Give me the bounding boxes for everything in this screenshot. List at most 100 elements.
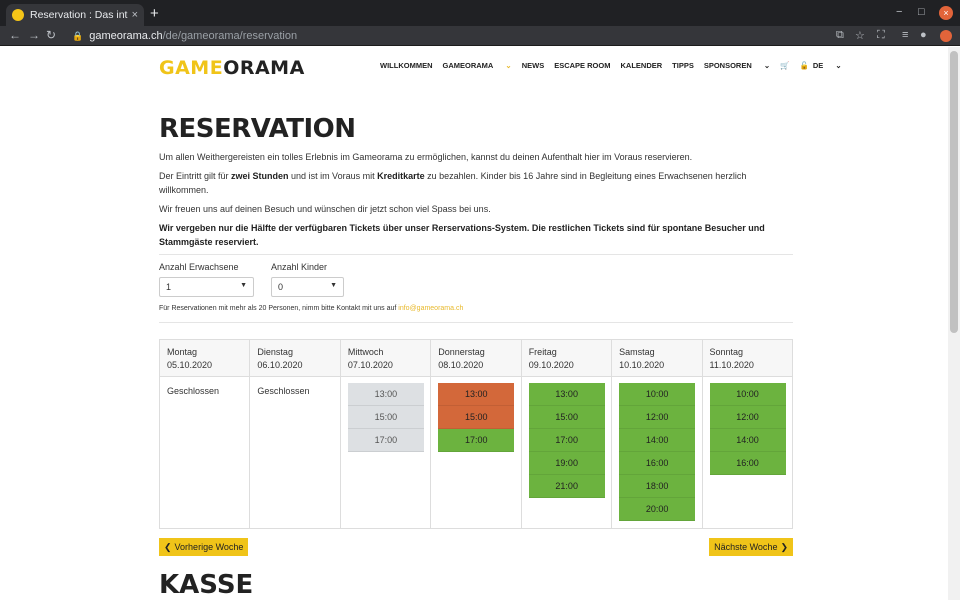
day-name: Samstag xyxy=(619,347,655,357)
new-tab-button[interactable]: + xyxy=(150,5,159,22)
nav-escape-room[interactable]: ESCAPE ROOM xyxy=(554,61,611,70)
day-date: 08.10.2020 xyxy=(438,360,484,370)
address-bar[interactable]: 🔒 gameorama.ch /de/gameorama/reservation xyxy=(62,27,858,45)
nav-tipps[interactable]: TIPPS xyxy=(672,61,694,70)
time-slot-full: 15:00 xyxy=(438,406,515,429)
time-slot-free[interactable]: 17:00 xyxy=(528,429,605,452)
day-header: Dienstag 06.10.2020 xyxy=(250,340,340,377)
day-name: Donnerstag xyxy=(438,347,485,357)
profile-icon[interactable]: ● xyxy=(920,29,927,41)
caret-down-icon: ▼ xyxy=(330,282,337,289)
time-slots: 13:00 15:00 17:00 xyxy=(347,383,424,452)
time-slot-free[interactable]: 15:00 xyxy=(528,406,605,429)
url-host: gameorama.ch xyxy=(89,30,163,42)
time-slot-free[interactable]: 14:00 xyxy=(709,429,786,452)
reading-list-icon[interactable]: ≡ xyxy=(902,29,909,41)
day-header: Montag 05.10.2020 xyxy=(160,340,250,377)
time-slot-free[interactable]: 17:00 xyxy=(438,429,515,452)
favicon-icon xyxy=(12,9,24,21)
welcome-paragraph: Wir freuen uns auf deinen Besuch und wün… xyxy=(159,204,491,214)
cart-icon[interactable]: 🛒 xyxy=(780,61,790,70)
reload-icon[interactable]: ↻ xyxy=(46,28,57,42)
adults-label: Anzahl Erwachsene xyxy=(159,262,239,272)
time-slot-free[interactable]: 16:00 xyxy=(619,452,696,475)
day-header: Samstag 10.10.2020 xyxy=(612,340,702,377)
extension-icon[interactable] xyxy=(940,30,952,42)
caret-down-icon: ▼ xyxy=(240,282,247,289)
time-slot-full: 13:00 xyxy=(438,383,515,406)
time-slot-free[interactable]: 14:00 xyxy=(619,429,696,452)
scroll-thumb[interactable] xyxy=(950,51,958,333)
kasse-heading: KASSE xyxy=(159,570,254,600)
nav-kalender[interactable]: KALENDER xyxy=(620,61,663,70)
time-slot-free[interactable]: 20:00 xyxy=(619,498,696,521)
time-slot-disabled: 13:00 xyxy=(347,383,424,406)
contact-email-link[interactable]: info@gameorama.ch xyxy=(398,305,464,312)
time-slot-free[interactable]: 12:00 xyxy=(709,406,786,429)
translate-icon[interactable]: ⧉ xyxy=(836,29,844,41)
browser-tab[interactable]: Reservation : Das interakt × xyxy=(6,4,144,26)
cast-icon[interactable]: ⛶ xyxy=(877,29,885,41)
entry-paragraph: Der Eintritt gilt für zwei Stunden und i… xyxy=(159,171,747,195)
time-slot-free[interactable]: 12:00 xyxy=(619,406,696,429)
reservation-calendar: Montag 05.10.2020 Geschlossen Dienstag 06.10… xyxy=(159,339,793,529)
day-date: 06.10.2020 xyxy=(257,360,303,370)
closed-label: Geschlossen xyxy=(257,386,310,396)
adults-select[interactable]: 1 ▼ xyxy=(159,277,254,297)
time-slot-free[interactable]: 16:00 xyxy=(709,452,786,475)
time-slot-free[interactable]: 10:00 xyxy=(619,383,696,406)
nav-sponsoren[interactable]: SPONSOREN ⌄ xyxy=(703,61,771,70)
time-slot-free[interactable]: 13:00 xyxy=(528,383,605,406)
day-date: 09.10.2020 xyxy=(528,360,574,370)
time-slot-disabled: 15:00 xyxy=(347,406,424,429)
time-slots: 13:00 15:00 17:00 xyxy=(438,383,515,452)
site-logo[interactable]: GAMEORAMA xyxy=(159,57,305,79)
time-slot-disabled: 17:00 xyxy=(347,429,424,452)
time-slot-free[interactable]: 19:00 xyxy=(528,452,605,475)
unlock-icon[interactable]: 🔓 xyxy=(799,61,809,70)
time-slot-free[interactable]: 21:00 xyxy=(528,475,605,498)
group-note: Für Reservationen mit mehr als 20 Person… xyxy=(159,305,464,312)
day-date: 07.10.2020 xyxy=(347,360,393,370)
day-column: Montag 05.10.2020 Geschlossen xyxy=(160,340,251,528)
time-slots: 13:00 15:00 17:00 19:00 21:00 xyxy=(528,383,605,498)
day-column: Samstag 10.10.2020 10:00 12:00 14:00 16:00 18:… xyxy=(612,340,703,528)
day-name: Mittwoch xyxy=(347,347,384,357)
time-slots: 10:00 12:00 14:00 16:00 xyxy=(709,383,786,475)
back-arrow-icon[interactable]: ← xyxy=(9,28,21,42)
time-slot-free[interactable]: 10:00 xyxy=(709,383,786,406)
nav-news[interactable]: NEWS xyxy=(521,61,545,70)
day-header: Sonntag 11.10.2020 xyxy=(702,340,792,377)
language-select[interactable]: DE ⌄ xyxy=(812,61,842,70)
main-nav: WILLKOMMEN GAMEORAMA ⌄ NEWS ESCAPE ROOM … xyxy=(380,61,852,70)
page-content: GAMEORAMA WILLKOMMEN GAMEORAMA ⌄ NEWS ES… xyxy=(0,47,948,600)
tab-title: Reservation : Das interakt xyxy=(30,9,128,21)
next-week-button[interactable]: Nächste Woche ❯ xyxy=(709,538,793,556)
day-header: Freitag 09.10.2020 xyxy=(521,340,612,377)
day-column: Sonntag 11.10.2020 10:00 12:00 14:00 16:00 xyxy=(702,340,792,528)
previous-week-button[interactable]: ❮ Vorherige Woche xyxy=(159,538,249,556)
day-header: Mittwoch 07.10.2020 xyxy=(340,340,431,377)
day-column: Freitag 09.10.2020 13:00 15:00 17:00 19:00 21:… xyxy=(521,340,613,528)
bookmark-star-icon[interactable]: ☆ xyxy=(855,30,865,42)
day-date: 11.10.2020 xyxy=(709,360,754,370)
nav-willkommen[interactable]: WILLKOMMEN xyxy=(380,61,433,70)
maximize-button[interactable]: □ xyxy=(918,6,925,18)
day-column: Dienstag 06.10.2020 Geschlossen xyxy=(250,340,341,528)
lock-icon: 🔒 xyxy=(72,30,84,41)
nav-gameorama[interactable]: GAMEORAMA ⌄ xyxy=(442,61,512,70)
tab-close-icon[interactable]: × xyxy=(131,9,138,21)
page-scrollbar[interactable] xyxy=(948,47,960,600)
page-title: RESERVATION xyxy=(159,114,356,144)
minimize-button[interactable]: − xyxy=(896,6,903,18)
kids-label: Anzahl Kinder xyxy=(271,262,328,272)
divider xyxy=(159,254,793,255)
time-slot-free[interactable]: 18:00 xyxy=(619,475,696,498)
close-window-button[interactable]: × xyxy=(939,6,953,20)
day-header: Donnerstag 08.10.2020 xyxy=(431,340,521,377)
day-date: 05.10.2020 xyxy=(167,360,213,370)
forward-arrow-icon[interactable]: → xyxy=(28,28,40,42)
kids-select[interactable]: 0 ▼ xyxy=(271,277,344,297)
day-name: Dienstag xyxy=(257,347,293,357)
